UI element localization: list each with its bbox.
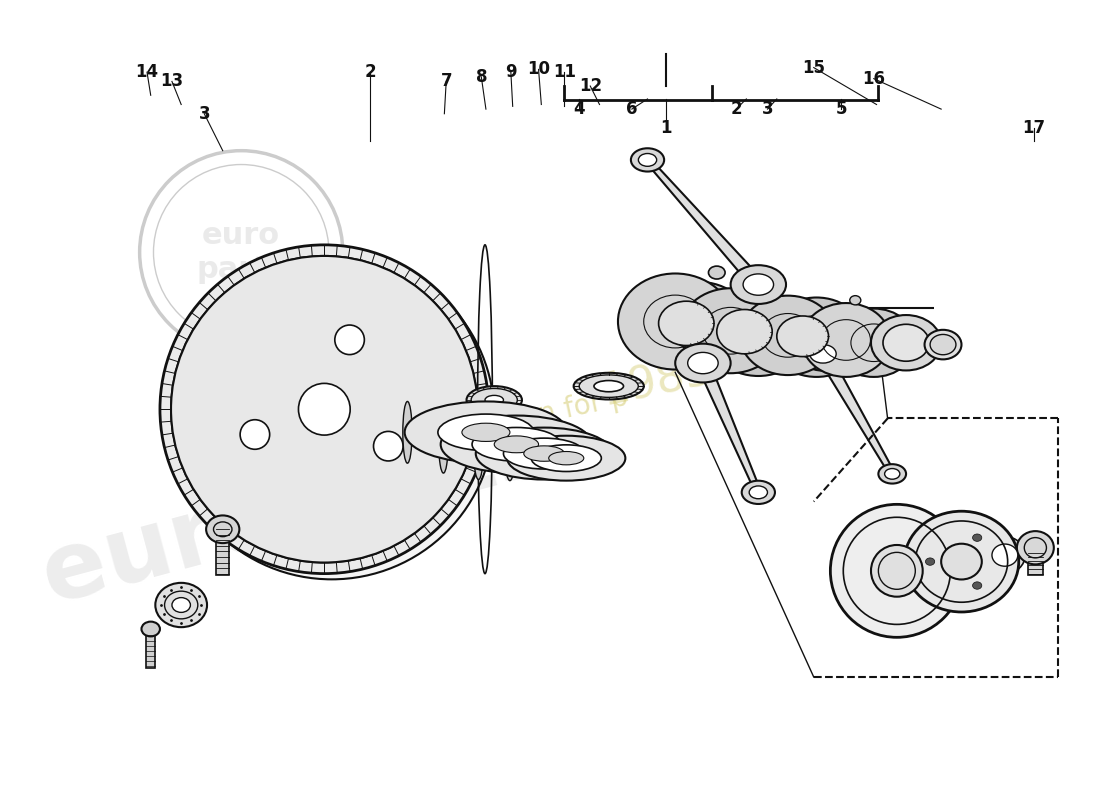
Ellipse shape [494,436,539,453]
Polygon shape [646,158,763,289]
Ellipse shape [741,481,776,504]
Ellipse shape [474,427,483,479]
Ellipse shape [374,431,403,461]
Ellipse shape [505,436,515,481]
Ellipse shape [884,469,900,479]
Ellipse shape [476,427,613,479]
Ellipse shape [405,402,568,463]
Text: 3: 3 [198,105,210,122]
Ellipse shape [924,330,961,359]
Ellipse shape [992,544,1018,566]
Ellipse shape [777,316,828,357]
Text: 6: 6 [626,100,638,118]
Ellipse shape [169,254,494,579]
Ellipse shape [573,373,644,399]
Ellipse shape [507,436,626,481]
Text: euro
parts: euro parts [196,221,286,283]
Polygon shape [697,361,761,494]
Ellipse shape [972,534,982,542]
Text: 10: 10 [527,61,550,78]
Ellipse shape [549,451,584,465]
FancyBboxPatch shape [217,530,229,575]
Text: 13: 13 [161,73,184,90]
Ellipse shape [472,427,561,461]
Ellipse shape [170,256,477,562]
Ellipse shape [645,282,752,370]
Ellipse shape [439,415,448,473]
Ellipse shape [206,515,240,543]
Text: 2: 2 [730,100,743,118]
Ellipse shape [160,245,488,574]
Text: 8: 8 [475,68,487,86]
Text: 5: 5 [836,100,847,118]
Ellipse shape [680,288,781,374]
Text: 15: 15 [802,58,825,77]
Text: 7: 7 [440,73,452,90]
Ellipse shape [769,298,865,377]
Text: 4: 4 [573,100,585,118]
Text: 17: 17 [1022,118,1045,137]
Ellipse shape [707,291,810,376]
Polygon shape [817,350,894,475]
Ellipse shape [172,598,190,612]
Text: europarts: europarts [33,399,561,623]
Ellipse shape [638,154,657,166]
Ellipse shape [749,486,768,498]
Ellipse shape [972,582,982,590]
Text: 1: 1 [660,118,672,137]
Ellipse shape [504,438,585,469]
Ellipse shape [240,420,270,450]
Ellipse shape [931,334,956,354]
Text: 11: 11 [553,63,576,81]
Text: 9: 9 [505,63,517,81]
Ellipse shape [883,324,930,362]
Ellipse shape [802,303,890,377]
Ellipse shape [744,274,773,295]
Ellipse shape [871,315,942,370]
Ellipse shape [594,381,624,392]
Ellipse shape [717,310,772,354]
Ellipse shape [942,544,982,579]
Ellipse shape [708,266,725,279]
Text: 2: 2 [365,63,376,81]
Ellipse shape [438,414,534,450]
Ellipse shape [830,504,964,638]
Ellipse shape [142,622,160,636]
Ellipse shape [810,345,836,363]
Ellipse shape [485,395,504,405]
Ellipse shape [688,352,718,374]
Ellipse shape [879,464,906,483]
Ellipse shape [730,265,786,304]
Text: 16: 16 [862,70,886,88]
Text: 3: 3 [762,100,773,118]
Ellipse shape [904,511,1019,612]
Ellipse shape [984,537,1025,574]
Ellipse shape [925,558,935,566]
Ellipse shape [298,383,350,435]
Ellipse shape [441,415,592,473]
Ellipse shape [403,402,412,463]
Ellipse shape [524,446,564,462]
FancyBboxPatch shape [1028,548,1043,575]
Text: 12: 12 [579,77,602,95]
Text: 1985: 1985 [597,349,716,414]
Text: 14: 14 [135,63,158,81]
Ellipse shape [675,344,730,382]
Ellipse shape [334,325,364,354]
Ellipse shape [1016,531,1054,564]
Ellipse shape [799,337,847,370]
Ellipse shape [871,545,923,597]
Ellipse shape [849,296,861,305]
Ellipse shape [618,274,733,370]
Ellipse shape [155,583,207,627]
Ellipse shape [462,423,510,442]
Ellipse shape [740,296,836,375]
Ellipse shape [531,445,602,471]
Ellipse shape [466,386,521,414]
Ellipse shape [659,301,714,346]
Ellipse shape [833,309,915,377]
FancyBboxPatch shape [146,629,155,668]
Text: a passion for p: a passion for p [425,383,630,454]
Ellipse shape [631,148,664,171]
